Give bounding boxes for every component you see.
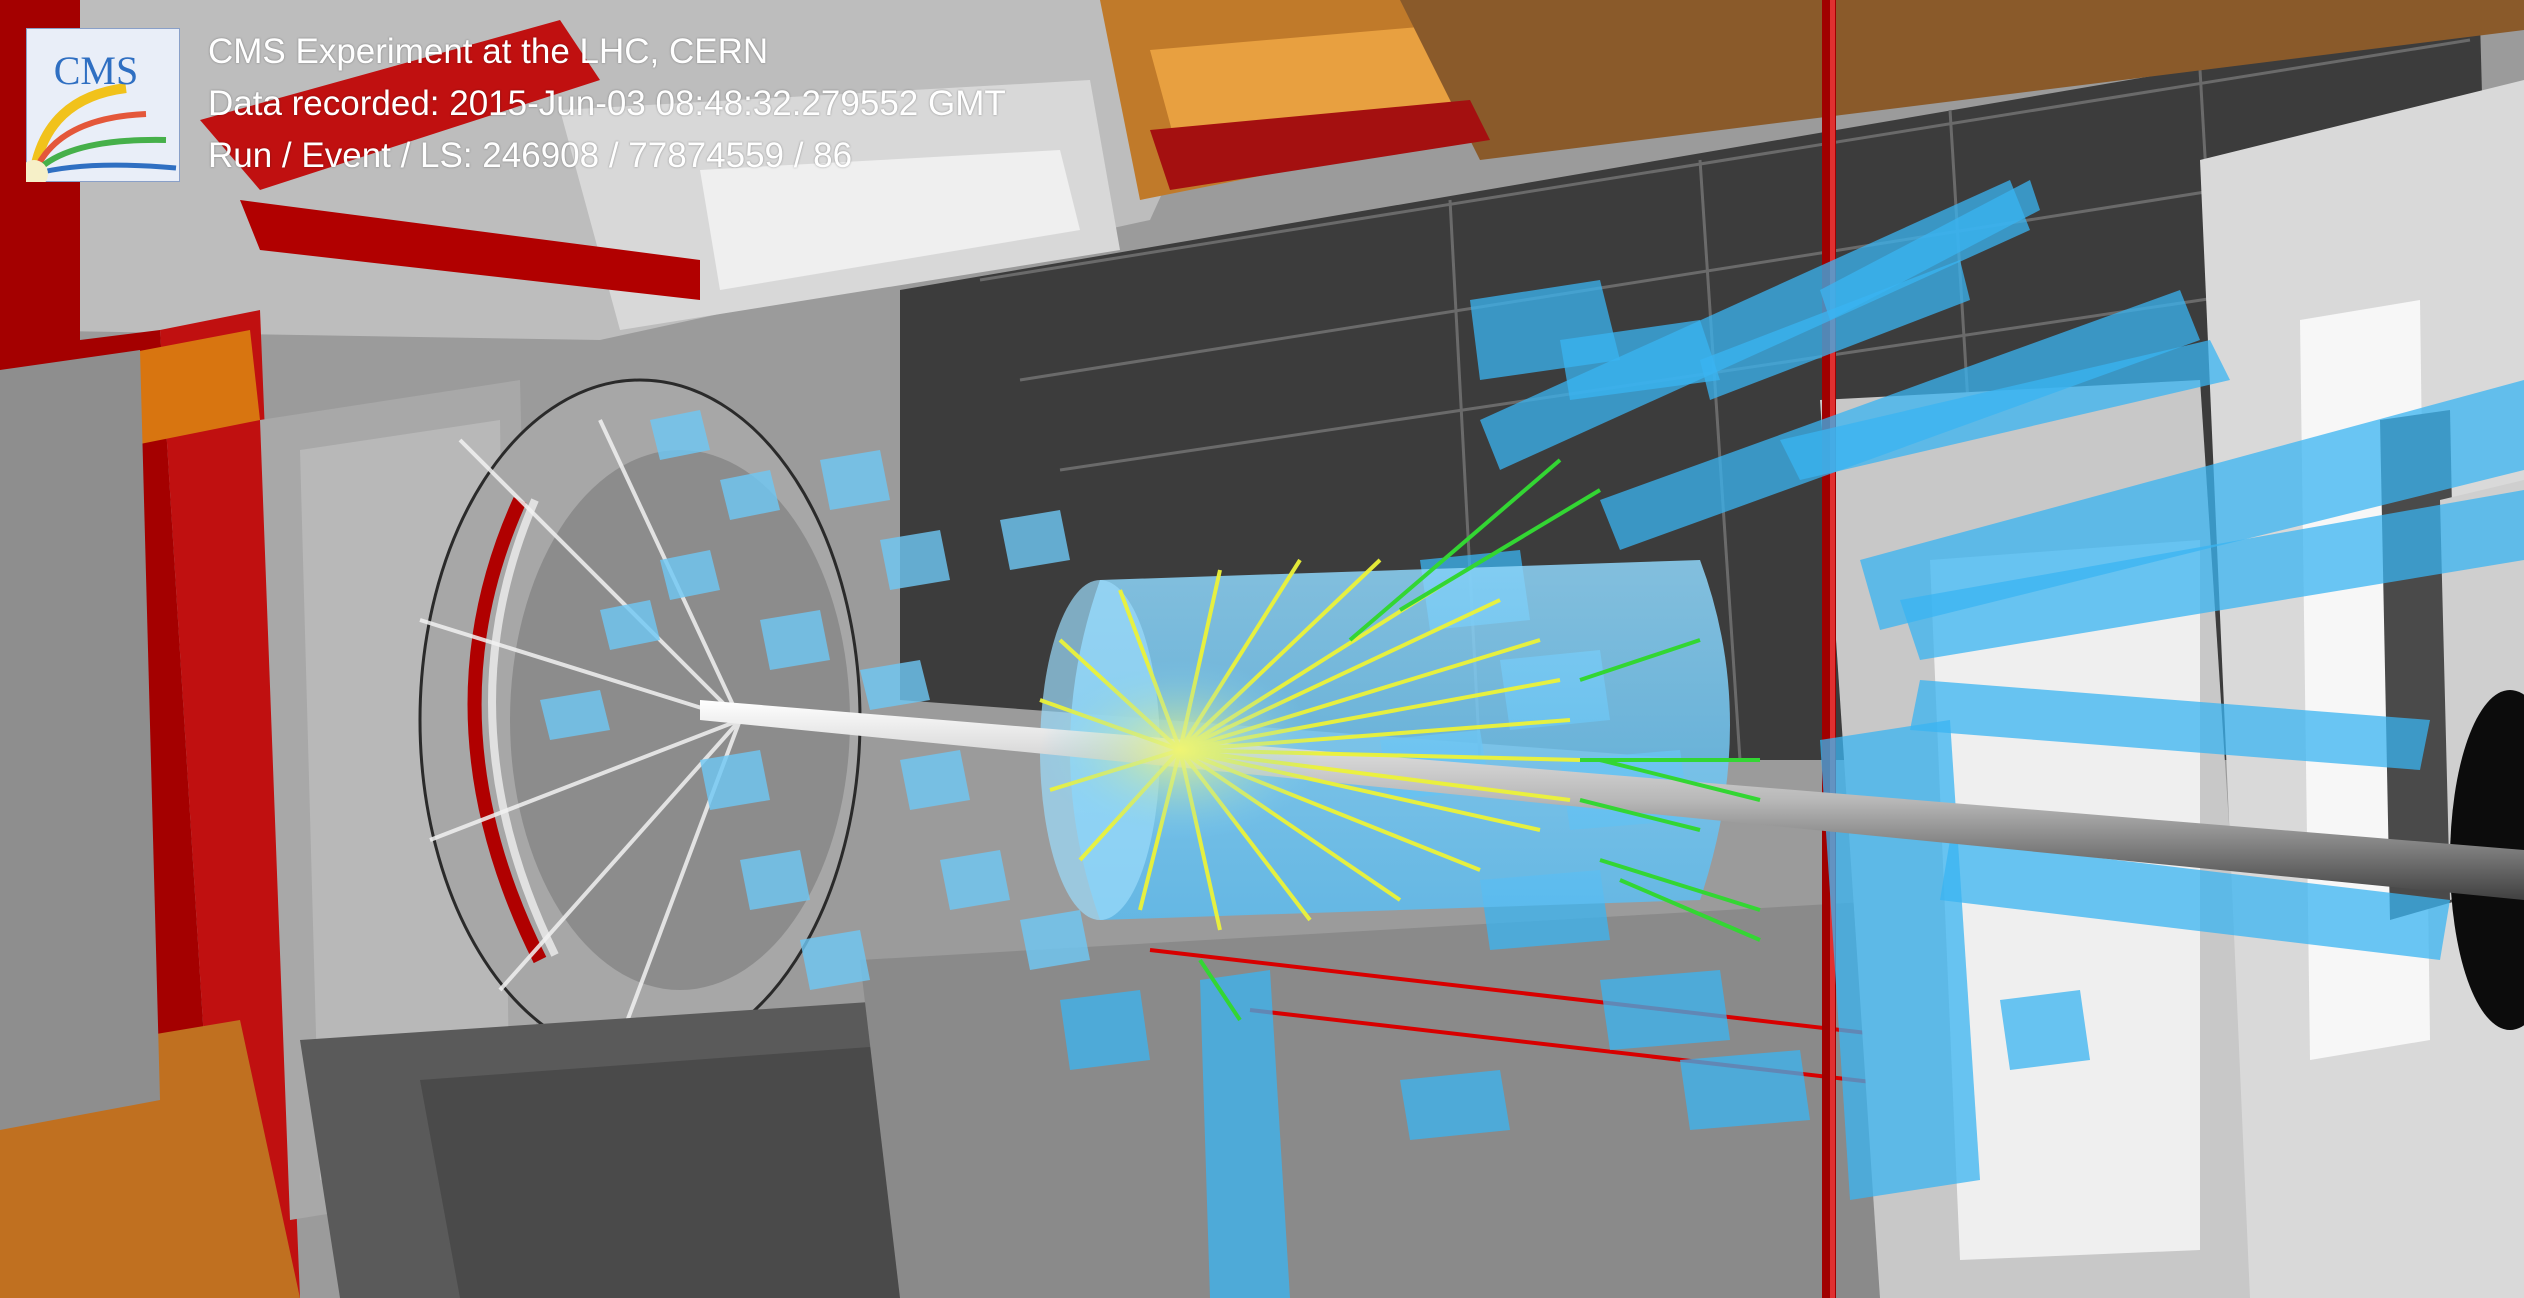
- event-info-overlay: CMS CMS Experiment at the LHC, CERN Data…: [0, 0, 1100, 190]
- cms-logo: CMS: [26, 28, 180, 182]
- experiment-label: CMS Experiment at the LHC, CERN: [208, 32, 769, 71]
- run-event-ls-label: Run / Event / LS: 246908 / 77874559 / 86: [208, 136, 853, 175]
- cms-logo-text: CMS: [54, 48, 139, 93]
- data-recorded-label: Data recorded: 2015-Jun-03 08:48:32.2795…: [208, 84, 1006, 123]
